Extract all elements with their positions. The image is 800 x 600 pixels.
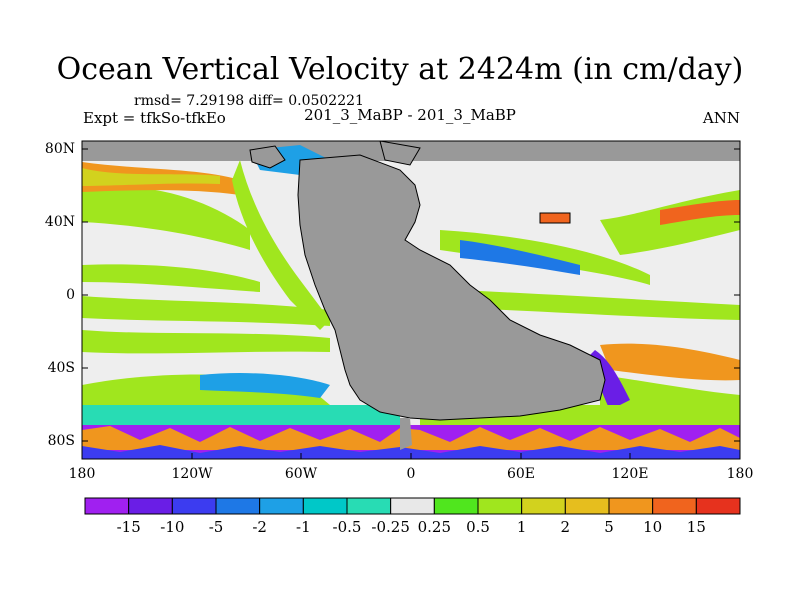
ocean-band [82,186,250,250]
colorbar-tick-label: 0.5 [466,518,490,536]
case-label: 201_3_MaBP - 201_3_MaBP [304,106,516,124]
lat-label: 40N [44,214,75,230]
colorbar-swatch [346,497,392,515]
colorbar-swatch [477,497,523,515]
colorbar-tick-label: -1 [296,518,311,536]
lon-label: 0 [406,466,416,482]
lon-label: 120E [611,466,649,482]
lon-label: 60W [284,466,318,482]
stats-text: rmsd= 7.29198 diff= 0.0502221 [134,93,364,109]
map-field [82,141,740,459]
colorbar-tick-label: -0.25 [371,518,410,536]
colorbar-tick-label: -5 [208,518,224,536]
lon-label: 120W [171,466,213,482]
ocean-band [82,296,330,326]
colorbar-tick-label: -2 [252,518,267,536]
colorbar-swatch [259,497,304,515]
lat-label: 40S [47,360,75,376]
colorbar-swatch [433,497,479,515]
ocean-band [232,160,330,330]
lon-label: 180 [68,466,96,482]
southern-strip-wave [82,445,740,459]
page-title: Ocean Vertical Velocity at 2424m (in cm/… [56,52,744,87]
colorbar-swatch [215,497,261,515]
colorbar-tick-label: 15 [686,518,706,536]
colorbar-tick-label: -10 [160,518,185,536]
colorbar-tick-label: 2 [560,518,571,536]
colorbar-tick-label: 5 [604,518,614,536]
colorbar-tick-label: 1 [516,518,527,536]
colorbar-swatch [695,497,741,515]
ocean-band [460,290,740,320]
colorbar-swatch [652,497,697,515]
ocean-band [82,168,220,186]
season-label: ANN [702,109,740,127]
ocean-band [200,373,330,398]
colorbar-swatch [171,497,217,515]
colorbar-swatch [390,497,435,515]
antarctic-land [400,418,412,450]
lon-label: 60E [506,466,536,482]
colorbar-swatch [564,497,610,515]
ocean-band [660,200,740,225]
colorbar-tick-label: 10 [643,518,663,536]
lat-label: 0 [66,287,75,303]
colorbar-tick-label: -15 [116,518,141,536]
colorbar-tick-label: 0.25 [417,518,452,536]
colorbar-swatch [302,497,348,515]
lat-label: 80S [47,433,75,449]
colorbar-swatch [84,497,130,515]
ocean-band [82,405,400,425]
continent-land [297,154,606,421]
ocean-band [82,264,260,292]
land-patch [249,145,286,169]
colorbar-swatch [608,497,654,515]
lon-ticks [191,453,631,459]
colorbar-swatch [128,497,173,515]
lat-label: 80N [44,141,75,157]
land-patch [539,212,571,224]
land-patch [379,141,421,166]
colorbar-tick-label: -0.5 [332,518,362,536]
ocean-band [460,240,580,275]
ocean-band [600,343,740,381]
colorbar-swatch [521,497,566,515]
ocean-band [82,330,330,354]
lat-ticks [82,148,740,442]
experiment-label: Expt = tfkSo-tfkEo [83,109,226,127]
colorbar [84,497,741,515]
lon-label: 180 [726,466,754,482]
